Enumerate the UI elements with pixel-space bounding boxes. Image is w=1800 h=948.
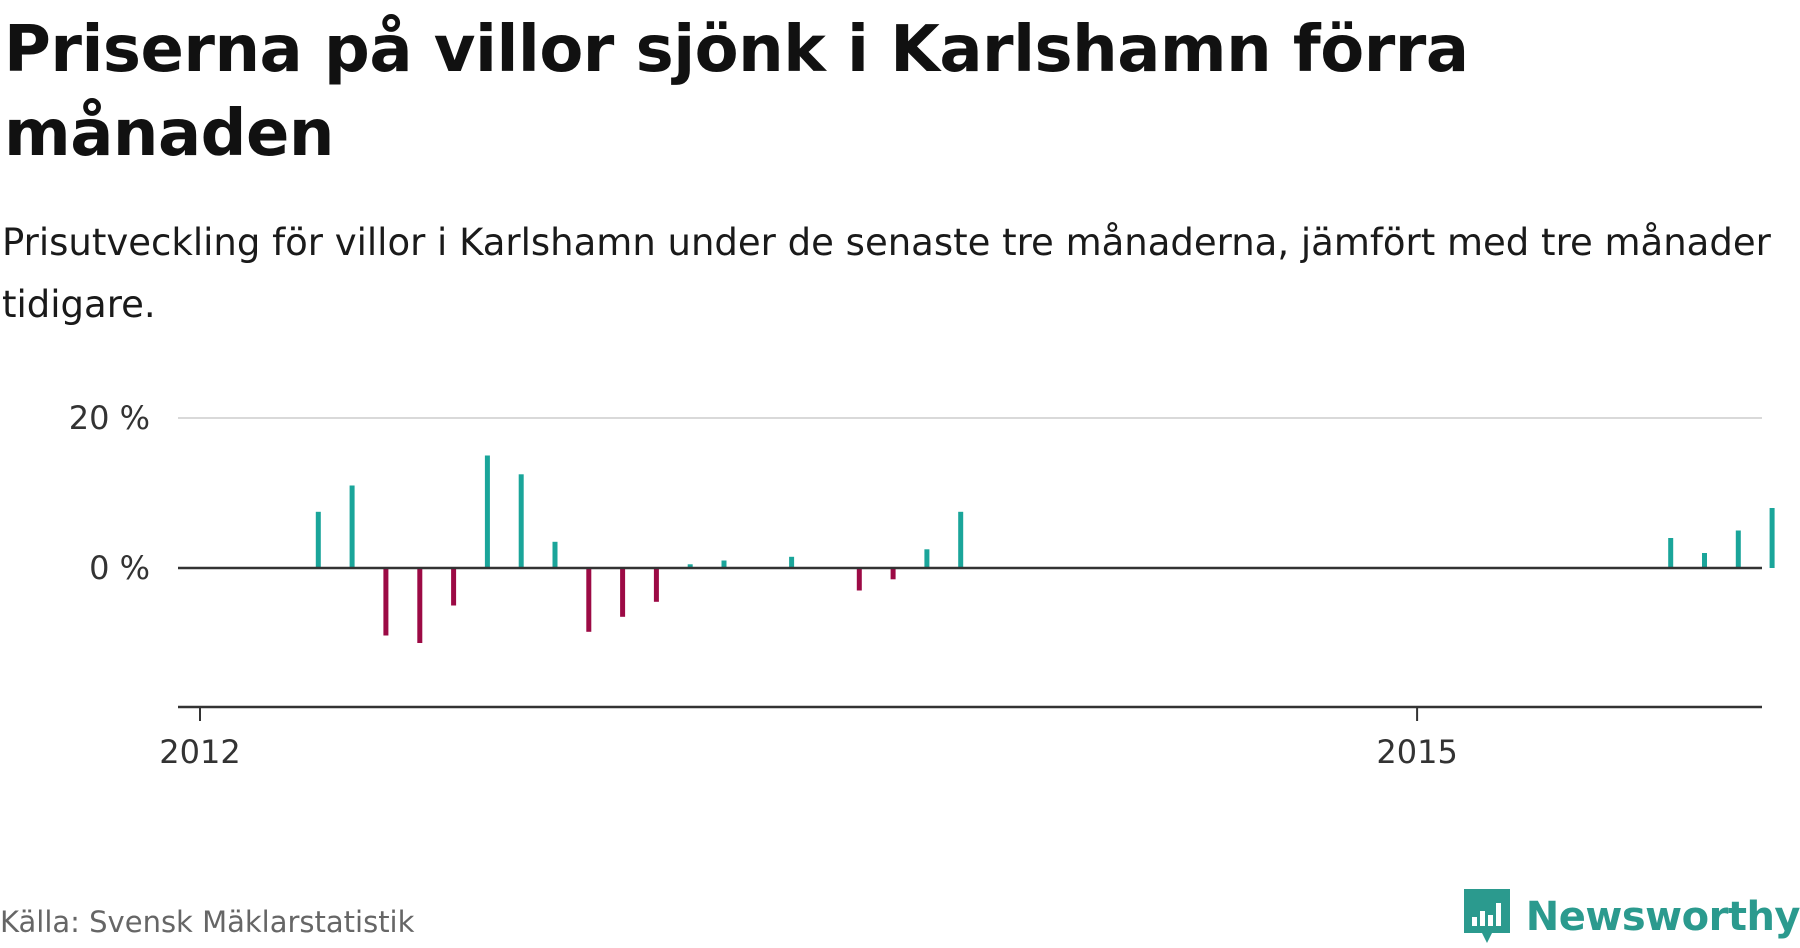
bar (1735, 530, 1741, 568)
newsworthy-logo-icon (1463, 889, 1510, 943)
bar (315, 511, 321, 569)
bar (451, 568, 457, 606)
brand-name: Newsworthy (1525, 894, 1800, 940)
bar (1702, 553, 1707, 568)
bar-chart: 20122015201820212023 0 %20 % −4 % (69, 399, 1775, 770)
brand-logo[interactable]: Newsworthy (1462, 886, 1800, 948)
y-axis-labels: 0 % 20 % (69, 399, 150, 587)
y-tick-label: 0 % (89, 549, 150, 587)
bars (315, 455, 1775, 643)
source-note: Källa: Svensk Mäklarstatistik (0, 905, 415, 939)
x-axis: 20122015201820212023 (159, 566, 1762, 770)
bar (383, 568, 389, 636)
bar (1668, 538, 1674, 568)
bar (789, 556, 795, 569)
bar (586, 568, 592, 632)
bar (721, 560, 727, 568)
bar (687, 564, 693, 569)
bar (484, 455, 490, 568)
bar (349, 485, 355, 568)
bar (552, 541, 558, 569)
bar (890, 568, 896, 580)
bar (856, 568, 862, 591)
bar (1769, 508, 1775, 568)
x-tick-label: 2015 (1376, 733, 1457, 770)
bar (417, 568, 423, 643)
y-tick-label: 20 % (69, 399, 150, 437)
x-tick-label: 2012 (159, 733, 240, 770)
bar (620, 568, 626, 617)
bar (958, 511, 964, 569)
chart-subtitle: Prisutveckling för villor i Karlshamn un… (2, 221, 1771, 326)
bar (924, 549, 930, 569)
bar (518, 474, 524, 569)
bar (653, 568, 659, 602)
chart-title: Priserna på villor sjönk i Karlshamn för… (4, 13, 1469, 171)
